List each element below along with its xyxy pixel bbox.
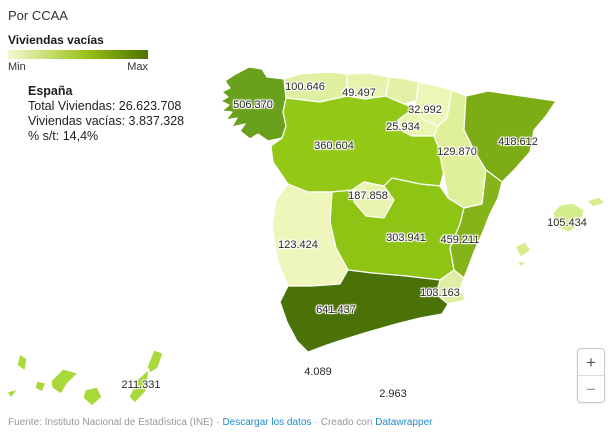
footer-separator-2: · [314, 417, 318, 428]
page-title: Por CCAA [8, 8, 68, 23]
legend-max-label: Max [127, 61, 148, 73]
summary-pct: % s/t: 14,4% [28, 129, 99, 143]
legend-title: Viviendas vacías [8, 33, 104, 47]
region-cantabria[interactable] [346, 72, 390, 100]
footer-separator-1: · [216, 417, 220, 428]
datawrapper-link[interactable]: Datawrapper [375, 417, 433, 428]
legend-gradient [8, 50, 148, 59]
region-andalucia[interactable] [279, 269, 449, 353]
region-cataluna[interactable] [463, 90, 557, 183]
region-melilla[interactable] [389, 382, 396, 389]
footer-source-text: Fuente: Instituto Nacional de Estadístic… [8, 417, 214, 428]
footer-created-with-text: Creado con [320, 417, 373, 428]
region-baleares[interactable] [514, 196, 606, 268]
summary-total-viviendas: Total Viviendas: 26.623.708 [28, 99, 182, 113]
region-valenciana[interactable] [449, 169, 503, 279]
map-zoom-controls: + − [577, 348, 605, 403]
country-summary: España Total Viviendas: 26.623.708 Vivie… [28, 84, 184, 144]
download-data-link[interactable]: Descargar los datos [222, 417, 312, 428]
region-castilla-la-mancha[interactable] [329, 177, 465, 281]
region-ceuta[interactable] [305, 360, 312, 367]
legend: Viviendas vacías Min Max [8, 33, 148, 73]
zoom-out-button[interactable]: − [578, 375, 604, 402]
legend-min-label: Min [8, 61, 26, 73]
region-canarias[interactable] [6, 349, 164, 407]
footer: Fuente: Instituto Nacional de Estadístic… [8, 417, 432, 428]
summary-country-name: España [28, 84, 73, 98]
region-galicia[interactable] [220, 66, 287, 142]
zoom-in-button[interactable]: + [586, 352, 596, 372]
summary-viviendas-vacias: Viviendas vacías: 3.837.328 [28, 114, 185, 128]
